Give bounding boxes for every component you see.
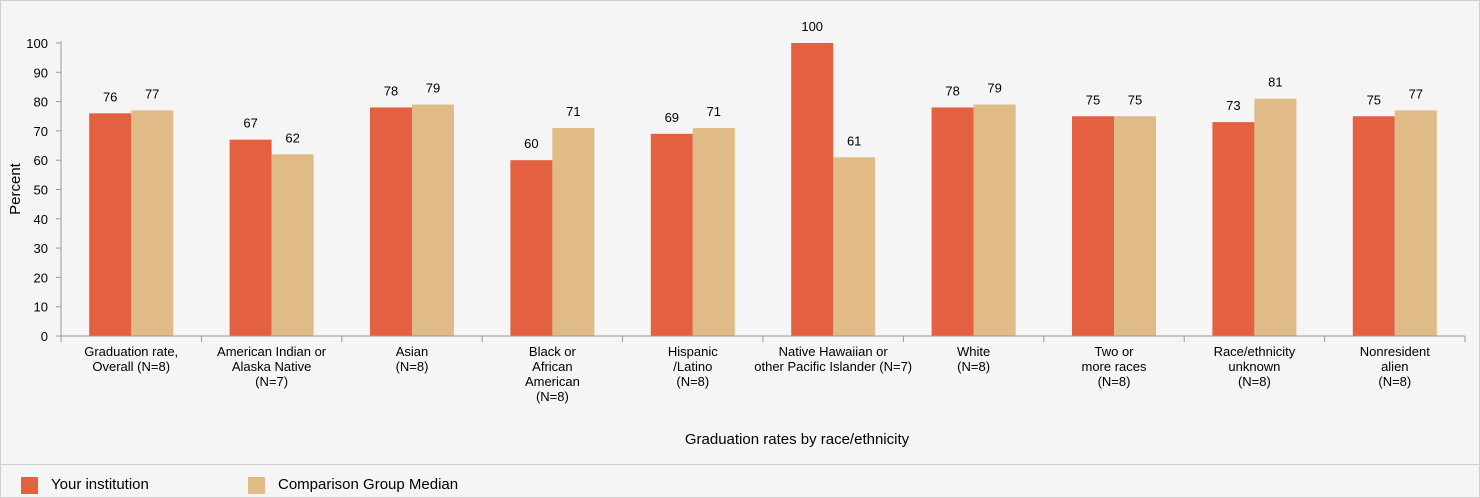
- bar-comparison-group: [1254, 98, 1297, 336]
- bar-comparison-group: [412, 104, 454, 336]
- category-label: American: [525, 374, 580, 389]
- data-label: 62: [285, 130, 299, 145]
- category-label: Race/ethnicity: [1214, 344, 1296, 359]
- bar-comparison-group: [833, 157, 876, 336]
- category-label: Graduation rate,: [84, 344, 178, 359]
- data-label: 78: [945, 83, 959, 98]
- category-label: (N=8): [1238, 374, 1271, 389]
- category-label: more races: [1081, 359, 1147, 374]
- bar-comparison-group: [131, 110, 174, 336]
- data-label: 61: [847, 133, 861, 148]
- y-tick-label: 70: [34, 124, 48, 139]
- data-label: 77: [145, 86, 159, 101]
- bar-comparison-group: [973, 104, 1016, 336]
- legend-label-your-institution: Your institution: [51, 476, 149, 493]
- legend-label-comparison-group: Comparison Group Median: [278, 476, 459, 493]
- category-label: Two or: [1094, 344, 1134, 359]
- x-axis: Graduation rate,Overall (N=8) American In…: [60, 335, 1466, 404]
- category-label: (N=7): [255, 374, 288, 389]
- category-label: Alaska Native: [232, 359, 311, 374]
- bar-your-institution: [650, 133, 693, 336]
- y-axis-label: Percent: [7, 162, 24, 215]
- bar-your-institution: [791, 43, 834, 336]
- bars: 76 77 67 62 78 79 60 71 69 71 100 61 78 79 75 75 73 81 75 7…: [89, 19, 1437, 337]
- bar-comparison-group: [552, 127, 595, 336]
- bar-your-institution: [229, 139, 272, 336]
- bar-your-institution: [510, 160, 553, 336]
- data-label: 71: [707, 104, 721, 119]
- category-label: (N=8): [396, 359, 429, 374]
- category-label: American Indian or: [217, 344, 327, 359]
- category-label: (N=8): [676, 374, 709, 389]
- category-label: Black or: [529, 344, 577, 359]
- bar-your-institution: [1352, 116, 1395, 336]
- category-label: unknown: [1228, 359, 1280, 374]
- bar-your-institution: [1072, 116, 1114, 336]
- data-label: 77: [1409, 86, 1423, 101]
- data-label: 67: [243, 116, 257, 131]
- data-label: 73: [1226, 98, 1240, 113]
- y-axis: 0 10 20 30 40 50 60 70 80 90 100: [26, 36, 62, 344]
- y-tick-label: 50: [34, 183, 48, 198]
- bar-comparison-group: [1114, 116, 1156, 336]
- legend-swatch-your-institution: [21, 477, 38, 494]
- y-tick-label: 80: [34, 95, 48, 110]
- bar-comparison-group: [1394, 110, 1437, 336]
- data-label: 78: [384, 83, 398, 98]
- data-label: 76: [103, 89, 117, 104]
- y-tick-label: 40: [34, 212, 48, 227]
- category-label: (N=8): [1098, 374, 1131, 389]
- y-tick-label: 30: [34, 241, 48, 256]
- y-tick-label: 60: [34, 153, 48, 168]
- category-label: (N=8): [957, 359, 990, 374]
- bar-your-institution: [370, 107, 412, 337]
- data-label: 81: [1268, 75, 1282, 90]
- bar-your-institution: [931, 107, 974, 337]
- y-tick-label: 0: [41, 329, 48, 344]
- bar-comparison-group: [271, 154, 314, 336]
- category-label: Native Hawaiian or: [779, 344, 889, 359]
- data-label: 69: [665, 110, 679, 125]
- x-axis-label: Graduation rates by race/ethnicity: [685, 431, 910, 448]
- category-label: Nonresident: [1360, 344, 1430, 359]
- data-label: 75: [1128, 92, 1142, 107]
- data-label: 79: [987, 81, 1001, 96]
- data-label: 100: [801, 19, 823, 34]
- category-label: (N=8): [1378, 374, 1411, 389]
- data-label: 60: [524, 136, 538, 151]
- data-label: 75: [1367, 92, 1381, 107]
- category-label: (N=8): [536, 389, 569, 404]
- category-label: /Latino: [673, 359, 712, 374]
- category-label: African: [532, 359, 572, 374]
- bar-your-institution: [89, 113, 132, 336]
- legend-swatch-comparison-group: [248, 477, 265, 494]
- legend: Your institution Comparison Group Median: [1, 464, 1479, 498]
- category-label: alien: [1381, 359, 1408, 374]
- category-label: other Pacific Islander (N=7): [754, 359, 912, 374]
- bar-your-institution: [1212, 122, 1255, 336]
- y-tick-label: 100: [26, 36, 48, 51]
- y-tick-label: 10: [34, 300, 48, 315]
- category-label: Asian: [396, 344, 429, 359]
- bar-comparison-group: [692, 127, 735, 336]
- data-label: 75: [1086, 92, 1100, 107]
- data-label: 79: [426, 81, 440, 96]
- category-label: White: [957, 344, 990, 359]
- data-label: 71: [566, 104, 580, 119]
- bar-chart: 0 10 20 30 40 50 60 70 80 90 100 76 77 67 62 78 79 60 71 6…: [7, 19, 1466, 448]
- y-tick-label: 20: [34, 270, 48, 285]
- y-tick-label: 90: [34, 65, 48, 80]
- category-label: Overall (N=8): [92, 359, 170, 374]
- category-label: Hispanic: [668, 344, 718, 359]
